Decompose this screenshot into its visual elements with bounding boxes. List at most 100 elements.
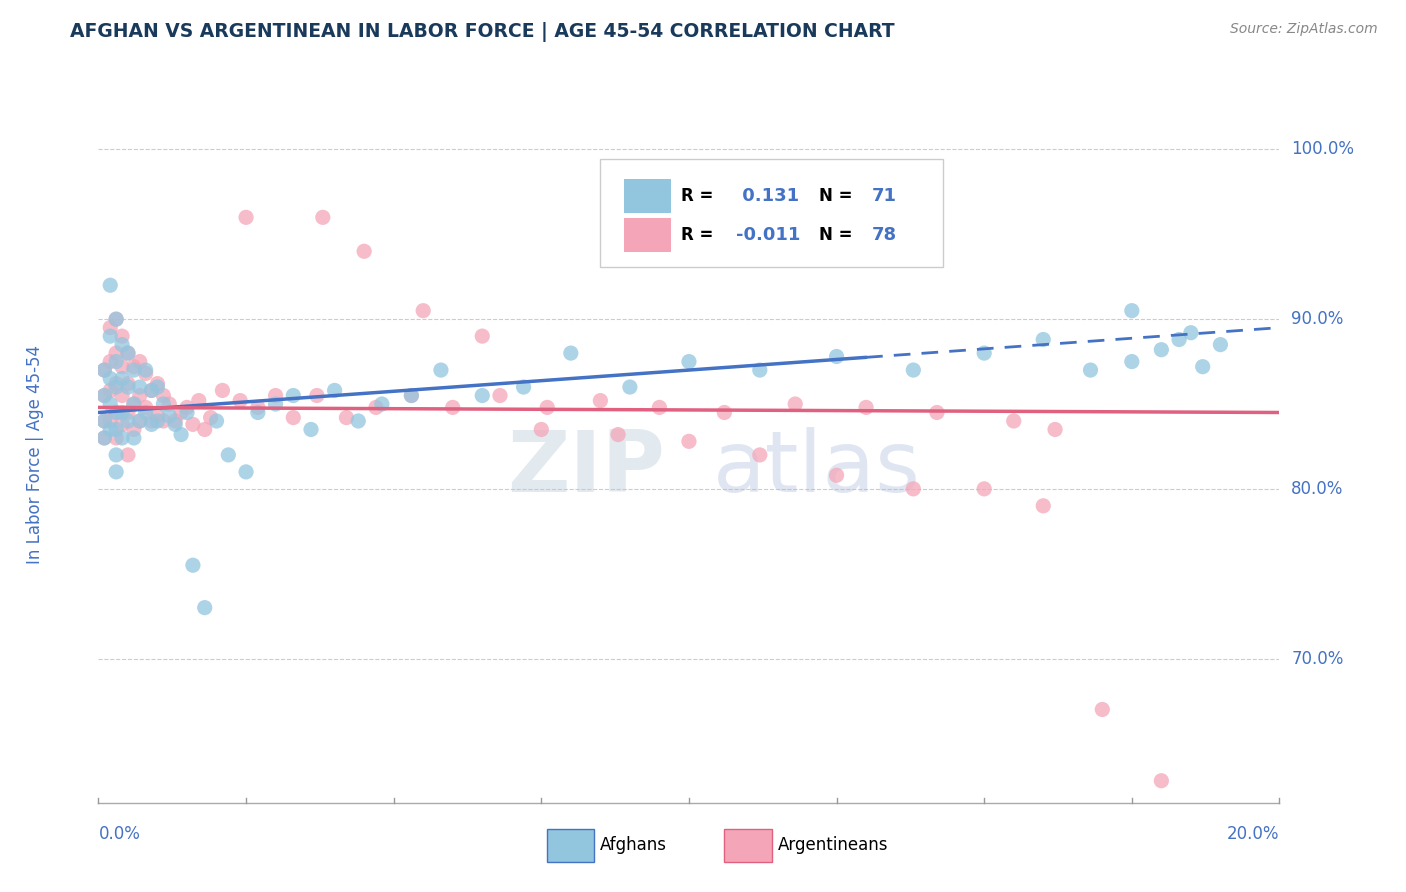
Point: [141, 384, 163, 398]
Point: [678, 354, 700, 368]
Point: [229, 393, 252, 408]
Point: [181, 417, 204, 432]
Point: [1091, 702, 1114, 716]
Point: [323, 384, 346, 398]
Point: [264, 397, 287, 411]
Point: [135, 367, 157, 381]
Text: N =: N =: [818, 226, 852, 244]
Text: 100.0%: 100.0%: [1291, 140, 1354, 159]
Point: [785, 397, 807, 411]
Text: 0.131: 0.131: [737, 187, 799, 205]
Point: [128, 354, 150, 368]
Point: [141, 384, 163, 398]
Point: [1168, 333, 1191, 347]
Point: [128, 388, 150, 402]
Point: [105, 354, 128, 368]
Point: [1032, 499, 1054, 513]
Point: [98, 278, 121, 293]
Point: [122, 431, 145, 445]
Point: [152, 414, 174, 428]
Point: [117, 380, 139, 394]
Point: [441, 401, 464, 415]
Point: [246, 405, 269, 419]
Point: [235, 211, 257, 225]
Point: [1080, 363, 1102, 377]
Point: [170, 427, 193, 442]
Point: [117, 448, 139, 462]
Point: [111, 388, 134, 402]
Point: [105, 448, 128, 462]
Text: AFGHAN VS ARGENTINEAN IN LABOR FORCE | AGE 45-54 CORRELATION CHART: AFGHAN VS ARGENTINEAN IN LABOR FORCE | A…: [70, 22, 896, 42]
Point: [141, 414, 163, 428]
Point: [111, 405, 134, 419]
Point: [98, 320, 121, 334]
Point: [105, 422, 128, 436]
Point: [122, 359, 145, 374]
Point: [146, 380, 169, 394]
Point: [117, 414, 139, 428]
Point: [648, 401, 671, 415]
Point: [176, 405, 198, 419]
Point: [105, 376, 128, 391]
Text: 0.0%: 0.0%: [98, 825, 141, 843]
Point: [1150, 773, 1173, 788]
Point: [1002, 414, 1025, 428]
Point: [181, 558, 204, 573]
Point: [117, 405, 139, 419]
Point: [105, 465, 128, 479]
Text: 80.0%: 80.0%: [1291, 480, 1344, 498]
Text: 71: 71: [872, 187, 897, 205]
Point: [194, 600, 217, 615]
Point: [122, 422, 145, 436]
Point: [371, 397, 394, 411]
Point: [235, 465, 257, 479]
Point: [353, 244, 375, 259]
Point: [973, 482, 995, 496]
Point: [93, 414, 115, 428]
Point: [165, 414, 187, 428]
Point: [128, 414, 150, 428]
Point: [176, 401, 198, 415]
Point: [264, 388, 287, 402]
Point: [748, 363, 770, 377]
Text: ZIP: ZIP: [508, 427, 665, 510]
Point: [93, 431, 115, 445]
FancyBboxPatch shape: [624, 179, 671, 213]
Point: [165, 417, 187, 432]
Point: [471, 388, 494, 402]
Point: [903, 482, 925, 496]
FancyBboxPatch shape: [600, 159, 943, 267]
Point: [98, 397, 121, 411]
Point: [141, 417, 163, 432]
Point: [135, 363, 157, 377]
FancyBboxPatch shape: [724, 829, 772, 862]
Point: [194, 422, 217, 436]
Point: [1150, 343, 1173, 357]
Point: [111, 371, 134, 385]
Point: [430, 363, 453, 377]
Point: [560, 346, 582, 360]
Point: [619, 380, 641, 394]
FancyBboxPatch shape: [624, 219, 671, 252]
Text: R =: R =: [681, 187, 713, 205]
Point: [489, 388, 512, 402]
Point: [93, 431, 115, 445]
Point: [678, 434, 700, 449]
Point: [152, 388, 174, 402]
Point: [105, 431, 128, 445]
Point: [1043, 422, 1066, 436]
Point: [205, 414, 228, 428]
Point: [1209, 337, 1232, 351]
Point: [246, 401, 269, 415]
Point: [157, 409, 180, 423]
Point: [536, 401, 558, 415]
Point: [925, 405, 948, 419]
Point: [98, 422, 121, 436]
Text: 20.0%: 20.0%: [1227, 825, 1279, 843]
Point: [401, 388, 423, 402]
Point: [283, 410, 305, 425]
Point: [1180, 326, 1202, 340]
Text: 90.0%: 90.0%: [1291, 310, 1344, 328]
Point: [471, 329, 494, 343]
Point: [1191, 359, 1213, 374]
